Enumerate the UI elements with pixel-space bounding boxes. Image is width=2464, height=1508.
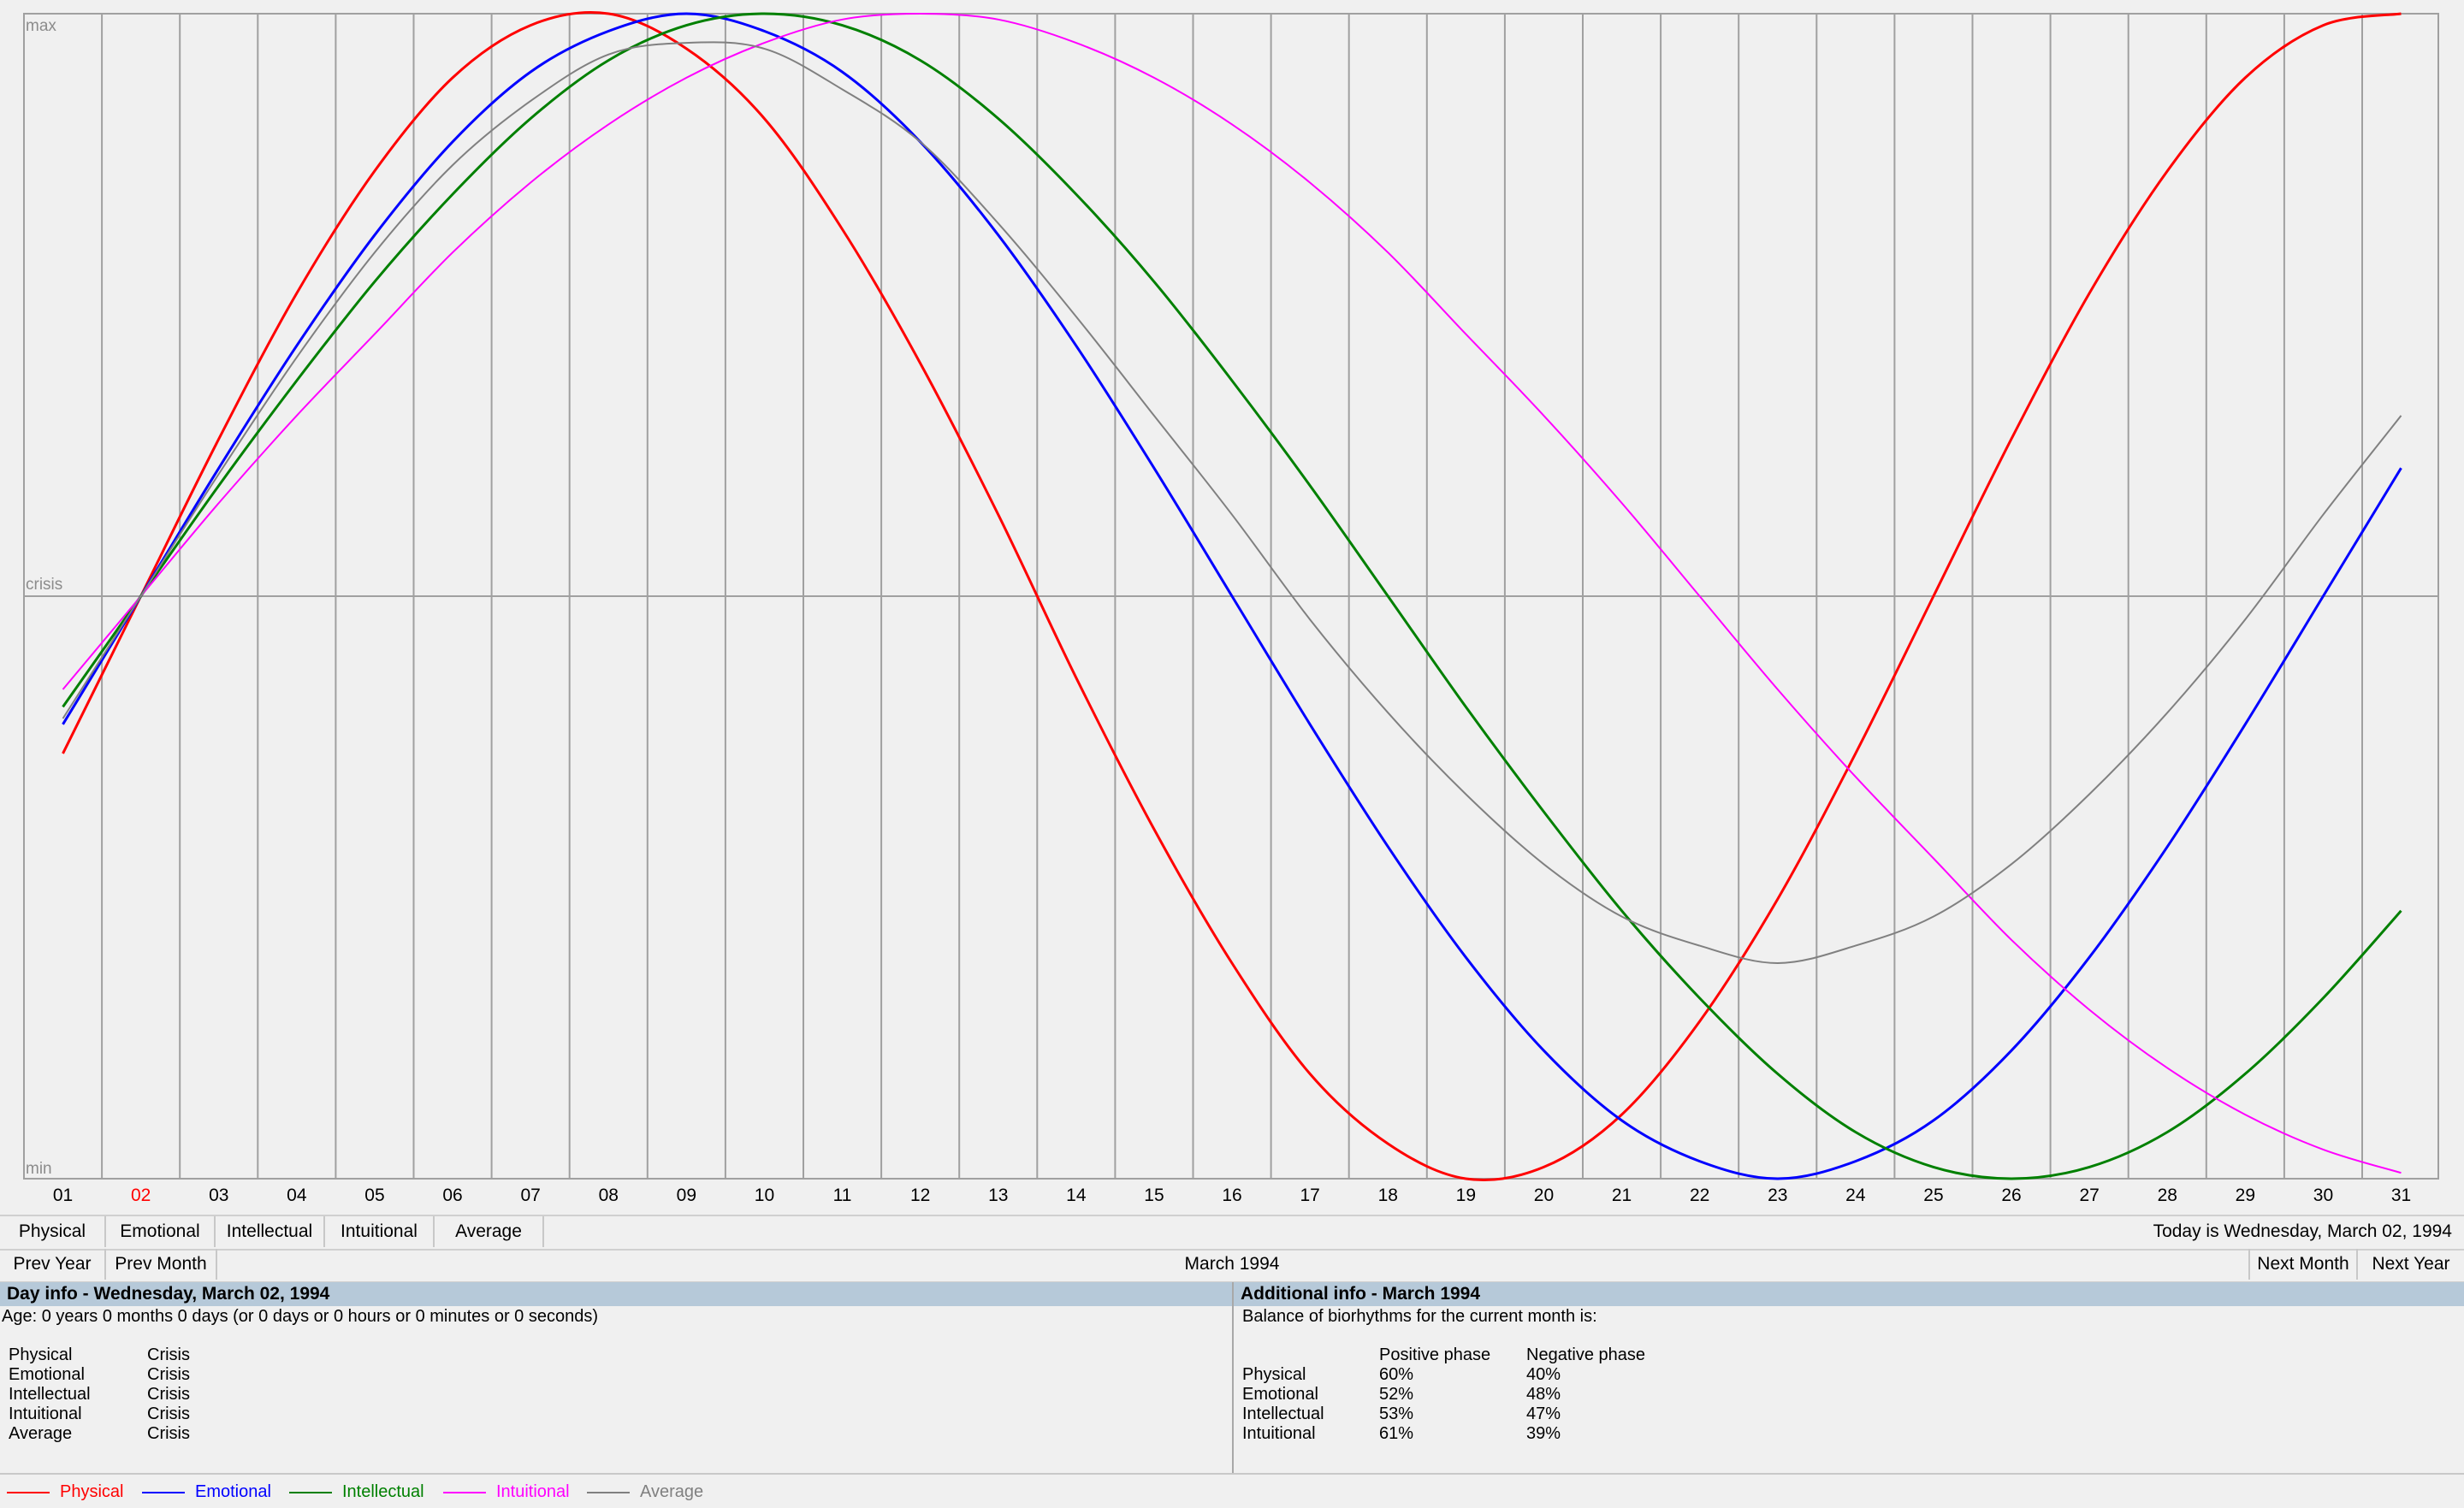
day-row-name: Intellectual [9, 1385, 91, 1404]
chart-canvas[interactable]: max crisis min 01 02 03 04 05 06 07 08 09 10 11 12 1… [0, 0, 2464, 1215]
legend-label: Physical [60, 1482, 124, 1501]
legend-label: Intellectual [342, 1482, 424, 1501]
balance-row-name: Intuitional [1242, 1424, 1316, 1443]
x-tick-label[interactable]: 30 [2313, 1186, 2333, 1205]
physical-button[interactable]: Physical [0, 1216, 106, 1247]
series-toolbar: Physical Emotional Intellectual Intuitio… [0, 1215, 2464, 1251]
balance-row-negative: 47% [1526, 1405, 1561, 1423]
balance-row-positive: 53% [1379, 1405, 1414, 1423]
legend-line [142, 1491, 185, 1493]
positive-phase-header: Positive phase [1379, 1345, 1491, 1364]
x-tick-label[interactable]: 08 [599, 1186, 619, 1205]
balance-row-negative: 40% [1526, 1365, 1561, 1384]
legend-item-physical: Physical [7, 1481, 123, 1502]
series-line-intellectual [62, 12, 2402, 1180]
x-tick-label[interactable]: 18 [1378, 1186, 1398, 1205]
day-info-header: Day info - Wednesday, March 02, 1994 [0, 1282, 1232, 1306]
x-tick-label[interactable]: 31 [2391, 1186, 2411, 1205]
prev-year-button[interactable]: Prev Year [0, 1249, 106, 1280]
x-tick-label[interactable]: 23 [1768, 1186, 1787, 1205]
next-year-button[interactable]: Next Year [2372, 1254, 2450, 1274]
series-line-emotional [62, 12, 2402, 1180]
x-tick-label[interactable]: 09 [677, 1186, 696, 1205]
day-row-state: Crisis [147, 1385, 190, 1404]
intuitional-button[interactable]: Intuitional [325, 1216, 435, 1247]
x-tick-label[interactable]: 02 [131, 1186, 151, 1205]
x-tick-label[interactable]: 22 [1690, 1186, 1709, 1205]
x-tick-label[interactable]: 15 [1144, 1186, 1164, 1205]
next-month-button[interactable]: Next Month [2248, 1249, 2358, 1280]
negative-phase-header: Negative phase [1526, 1345, 1645, 1364]
current-month-label: March 1994 [1184, 1254, 1280, 1274]
balance-row-negative: 48% [1526, 1385, 1561, 1404]
x-tick-label[interactable]: 21 [1612, 1186, 1632, 1205]
x-tick-label[interactable]: 27 [2079, 1186, 2099, 1205]
x-tick-label[interactable]: 13 [988, 1186, 1008, 1205]
x-tick-label[interactable]: 25 [1923, 1186, 1943, 1205]
legend-label: Emotional [195, 1482, 271, 1501]
x-tick-label[interactable]: 01 [53, 1186, 73, 1205]
x-tick-label[interactable]: 14 [1066, 1186, 1087, 1205]
balance-row-name: Intellectual [1242, 1405, 1324, 1423]
x-tick-label[interactable]: 19 [1456, 1186, 1476, 1205]
y-label-max: max [26, 17, 56, 35]
legend-line [443, 1491, 486, 1493]
x-tick-label[interactable]: 20 [1534, 1186, 1554, 1205]
balance-row-positive: 61% [1379, 1424, 1414, 1443]
x-tick-label[interactable]: 26 [2001, 1186, 2021, 1205]
x-tick-label[interactable]: 07 [520, 1186, 540, 1205]
legend-item-average: Average [587, 1481, 703, 1502]
legend-item-emotional: Emotional [142, 1481, 271, 1502]
legend-item-intuitional: Intuitional [443, 1481, 570, 1502]
series-line-intuitional [62, 12, 2402, 1174]
x-tick-label[interactable]: 17 [1300, 1186, 1319, 1205]
x-tick-label[interactable]: 28 [2158, 1186, 2177, 1205]
x-tick-label[interactable]: 04 [287, 1186, 307, 1205]
legend-line [289, 1491, 332, 1493]
day-row-name: Average [9, 1424, 73, 1443]
balance-row-positive: 52% [1379, 1385, 1414, 1404]
day-row-state: Crisis [147, 1365, 190, 1384]
series-line-average [62, 41, 2402, 965]
x-tick-label[interactable]: 16 [1222, 1186, 1241, 1205]
chart-legend: Physical Emotional Intellectual Intuitio… [0, 1473, 2464, 1508]
day-row-name: Emotional [9, 1365, 85, 1384]
x-tick-label[interactable]: 10 [755, 1186, 774, 1205]
legend-line [587, 1491, 630, 1493]
navigation-toolbar: Prev Year Prev Month March 1994 Next Mon… [0, 1249, 2464, 1283]
day-row-state: Crisis [147, 1424, 190, 1443]
age-text: Age: 0 years 0 months 0 days (or 0 days … [2, 1307, 599, 1326]
additional-info-header: Additional info - March 1994 [1234, 1282, 2464, 1306]
average-button[interactable]: Average [435, 1216, 544, 1247]
legend-label: Intuitional [496, 1482, 570, 1501]
x-tick-label[interactable]: 12 [910, 1186, 930, 1205]
legend-label: Average [640, 1482, 704, 1501]
x-tick-label[interactable]: 05 [364, 1186, 384, 1205]
x-tick-label[interactable]: 06 [442, 1186, 462, 1205]
balance-row-negative: 39% [1526, 1424, 1561, 1443]
day-row-name: Physical [9, 1345, 73, 1364]
balance-text: Balance of biorhythms for the current mo… [1242, 1307, 1597, 1326]
y-label-crisis: crisis [26, 576, 62, 594]
today-label: Today is Wednesday, March 02, 1994 [2153, 1221, 2452, 1241]
balance-row-name: Physical [1242, 1365, 1306, 1384]
legend-line [7, 1491, 50, 1493]
legend-item-intellectual: Intellectual [289, 1481, 424, 1502]
series-line-physical [62, 10, 2402, 1182]
x-tick-label[interactable]: 29 [2236, 1186, 2255, 1205]
balance-row-name: Emotional [1242, 1385, 1318, 1404]
x-tick-label[interactable]: 11 [833, 1186, 852, 1205]
y-label-min: min [26, 1160, 52, 1178]
day-row-name: Intuitional [9, 1405, 82, 1423]
emotional-button[interactable]: Emotional [106, 1216, 216, 1247]
biorhythm-chart[interactable]: max crisis min 01 02 03 04 05 06 07 08 09 10 11 12 1… [0, 0, 2464, 1215]
prev-month-button[interactable]: Prev Month [106, 1249, 217, 1280]
x-tick-label[interactable]: 03 [209, 1186, 228, 1205]
balance-row-positive: 60% [1379, 1365, 1414, 1384]
x-tick-label[interactable]: 24 [1845, 1186, 1866, 1205]
day-row-state: Crisis [147, 1345, 190, 1364]
intellectual-button[interactable]: Intellectual [216, 1216, 325, 1247]
day-row-state: Crisis [147, 1405, 190, 1423]
panel-divider [1232, 1282, 1234, 1475]
